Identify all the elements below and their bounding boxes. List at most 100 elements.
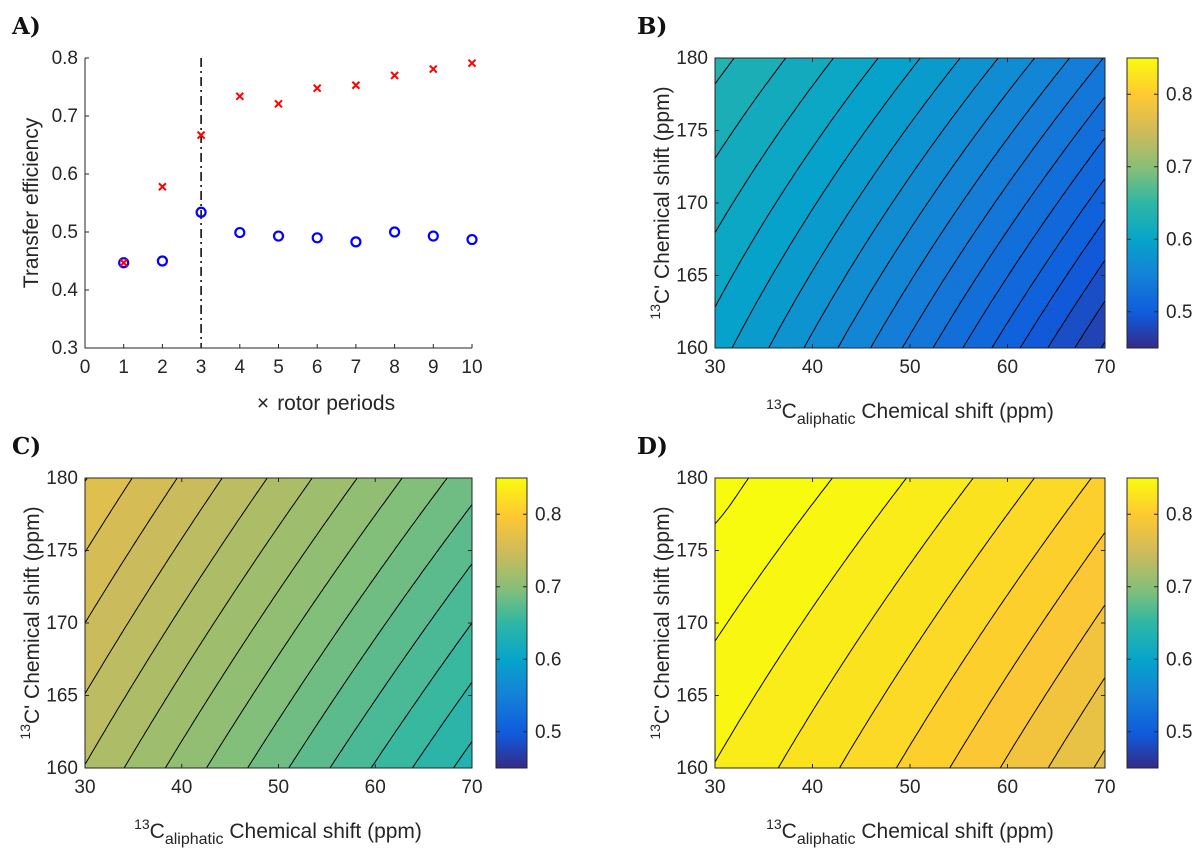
heatmap-cell [958, 314, 965, 320]
heatmap-cell [1051, 217, 1057, 223]
heatmap-cell [739, 241, 745, 248]
heatmap-cell [1027, 261, 1033, 267]
heatmap-cell [807, 125, 814, 132]
heatmap-cell [817, 275, 823, 281]
heatmap-cell [812, 154, 818, 161]
heatmap-cell [744, 275, 750, 281]
heatmap-cell [1031, 304, 1038, 310]
heatmap-cell [827, 323, 833, 330]
heatmap-cell [851, 140, 857, 146]
heatmap-cell [1007, 328, 1013, 335]
heatmap-cell [1022, 58, 1028, 64]
heatmap-cell [724, 77, 731, 83]
heatmap-cell [1041, 299, 1048, 306]
heatmap-cell [944, 299, 950, 306]
heatmap-cell [1046, 323, 1052, 330]
heatmap-cell [1051, 265, 1057, 272]
heatmap-cell [1080, 58, 1087, 64]
heatmap-cell [812, 304, 818, 310]
heatmap-cell [900, 58, 906, 64]
heatmap-cell [885, 135, 892, 141]
heatmap-cell [905, 270, 911, 277]
heatmap-cell [1027, 77, 1033, 83]
heatmap-cell [797, 130, 804, 136]
heatmap-cell [1046, 140, 1052, 146]
heatmap-cell [783, 193, 789, 199]
heatmap-cell [1046, 77, 1052, 83]
heatmap-cell [914, 106, 921, 112]
heatmap-cell [729, 265, 736, 272]
heatmap-cell [739, 145, 745, 151]
heatmap-cell [1046, 120, 1052, 127]
heatmap-cell [788, 294, 794, 301]
heatmap-cell [724, 246, 731, 252]
heatmap-cell [939, 227, 945, 233]
heatmap-cell [734, 130, 740, 136]
heatmap-cell [861, 314, 867, 320]
heatmap-cell [773, 275, 779, 281]
heatmap-cell [963, 217, 970, 223]
heatmap-cell [905, 140, 911, 146]
heatmap-cell [890, 207, 896, 214]
heatmap-cell [924, 193, 931, 199]
heatmap-cell [1100, 314, 1105, 320]
heatmap-cell [797, 77, 804, 83]
heatmap-cell [968, 207, 974, 214]
heatmap-cell [1046, 149, 1052, 156]
heatmap-cell [1046, 106, 1052, 112]
heatmap-cell [758, 62, 765, 69]
heatmap-cell [924, 333, 931, 339]
colorbar-tick-label: 0.5 [1166, 302, 1192, 323]
heatmap-cell [802, 338, 809, 344]
heatmap-cell [978, 116, 984, 122]
heatmap-cell [914, 304, 921, 310]
heatmap-cell [983, 256, 989, 262]
heatmap-cell [793, 275, 799, 281]
heatmap-cell [988, 188, 994, 194]
heatmap-cell [734, 135, 740, 141]
heatmap-cell [1070, 106, 1077, 112]
heatmap-cell [739, 328, 745, 335]
heatmap-cell [1100, 290, 1105, 296]
heatmap-cell [1046, 275, 1052, 281]
heatmap-cell [807, 265, 814, 272]
heatmap-cell [749, 72, 755, 78]
heatmap-cell [768, 309, 775, 315]
heatmap-cell [832, 111, 838, 117]
cross-point [196, 130, 206, 140]
heatmap-cell [895, 96, 901, 103]
heatmap-cell [900, 314, 906, 320]
heatmap-cell [861, 227, 867, 233]
heatmap-cell [1090, 62, 1096, 69]
heatmap-cell [758, 111, 765, 117]
heatmap-cell [763, 111, 770, 117]
heatmap-cell [963, 203, 970, 209]
heatmap-cell [802, 333, 809, 339]
heatmap-cell [851, 314, 857, 320]
heatmap-cell [836, 212, 843, 219]
heatmap-cell [788, 58, 794, 64]
heatmap-cell [715, 125, 721, 132]
heatmap-cell [939, 140, 945, 146]
heatmap-cell [1007, 67, 1013, 74]
heatmap-cell [1036, 280, 1043, 286]
heatmap-cell [1022, 125, 1028, 132]
heatmap-cell [1017, 67, 1023, 74]
heatmap-cell [905, 96, 911, 103]
heatmap-cell [827, 183, 833, 190]
heatmap-cell [793, 96, 799, 103]
heatmap-cell [1090, 299, 1096, 306]
heatmap-cell [914, 178, 921, 185]
heatmap-cell [1022, 212, 1028, 219]
heatmap-cell [900, 261, 906, 267]
heatmap-cell [992, 62, 999, 69]
heatmap-cell [817, 251, 823, 257]
heatmap-cell [997, 67, 1004, 74]
heatmap-cell [905, 62, 911, 69]
heatmap-cell [729, 188, 736, 194]
heatmap-cell [841, 246, 848, 252]
heatmap-cell [259, 478, 265, 484]
heatmap-cell [763, 193, 770, 199]
heatmap-cell [846, 314, 853, 320]
heatmap-cell [929, 304, 935, 310]
